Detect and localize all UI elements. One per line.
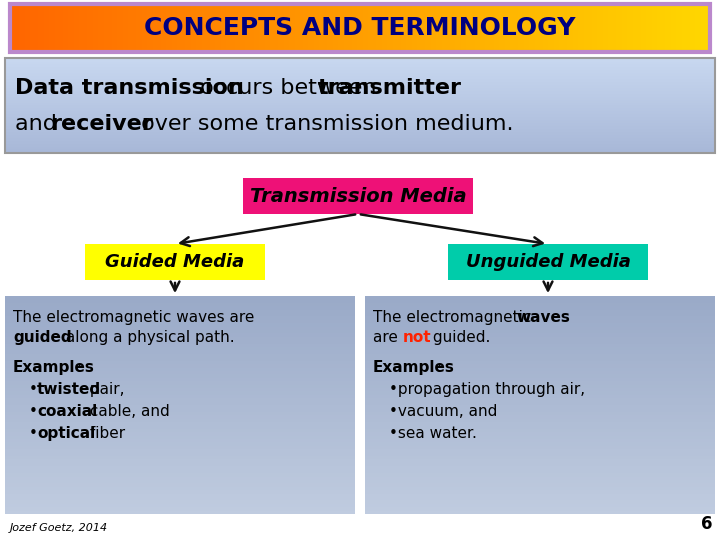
Text: fiber: fiber bbox=[85, 426, 125, 441]
FancyBboxPatch shape bbox=[85, 244, 265, 280]
Text: Jozef Goetz, 2014: Jozef Goetz, 2014 bbox=[10, 523, 108, 533]
Text: The electromagnetic: The electromagnetic bbox=[373, 310, 536, 325]
Text: not: not bbox=[403, 330, 431, 345]
Text: :: : bbox=[76, 360, 81, 375]
Text: guided: guided bbox=[13, 330, 71, 345]
Text: cable, and: cable, and bbox=[85, 404, 169, 419]
Text: •sea water.: •sea water. bbox=[389, 426, 477, 441]
Text: and: and bbox=[15, 114, 64, 134]
Text: •: • bbox=[29, 404, 38, 419]
Text: •: • bbox=[29, 382, 38, 397]
FancyBboxPatch shape bbox=[448, 244, 648, 280]
Text: guided.: guided. bbox=[428, 330, 490, 345]
Text: occurs between: occurs between bbox=[193, 78, 384, 98]
Text: Transmission Media: Transmission Media bbox=[250, 186, 467, 206]
Text: Examples: Examples bbox=[13, 360, 95, 375]
Text: Unguided Media: Unguided Media bbox=[466, 253, 631, 271]
FancyBboxPatch shape bbox=[243, 178, 473, 214]
Text: waves: waves bbox=[516, 310, 570, 325]
Text: receiver: receiver bbox=[50, 114, 153, 134]
Text: are: are bbox=[373, 330, 402, 345]
Text: •vacuum, and: •vacuum, and bbox=[389, 404, 498, 419]
Text: Examples: Examples bbox=[373, 360, 455, 375]
Text: :: : bbox=[436, 360, 441, 375]
Text: over some transmission medium.: over some transmission medium. bbox=[134, 114, 513, 134]
Text: coaxial: coaxial bbox=[37, 404, 97, 419]
Text: •propagation through air,: •propagation through air, bbox=[389, 382, 585, 397]
Text: transmitter: transmitter bbox=[318, 78, 462, 98]
Text: along a physical path.: along a physical path. bbox=[61, 330, 235, 345]
Text: pair,: pair, bbox=[85, 382, 124, 397]
Text: CONCEPTS AND TERMINOLOGY: CONCEPTS AND TERMINOLOGY bbox=[144, 16, 576, 40]
Text: Guided Media: Guided Media bbox=[105, 253, 245, 271]
Text: •: • bbox=[29, 426, 38, 441]
Text: twisted: twisted bbox=[37, 382, 101, 397]
Text: optical: optical bbox=[37, 426, 95, 441]
Text: 6: 6 bbox=[701, 515, 712, 533]
Text: The electromagnetic waves are: The electromagnetic waves are bbox=[13, 310, 254, 325]
Text: Data transmission: Data transmission bbox=[15, 78, 244, 98]
